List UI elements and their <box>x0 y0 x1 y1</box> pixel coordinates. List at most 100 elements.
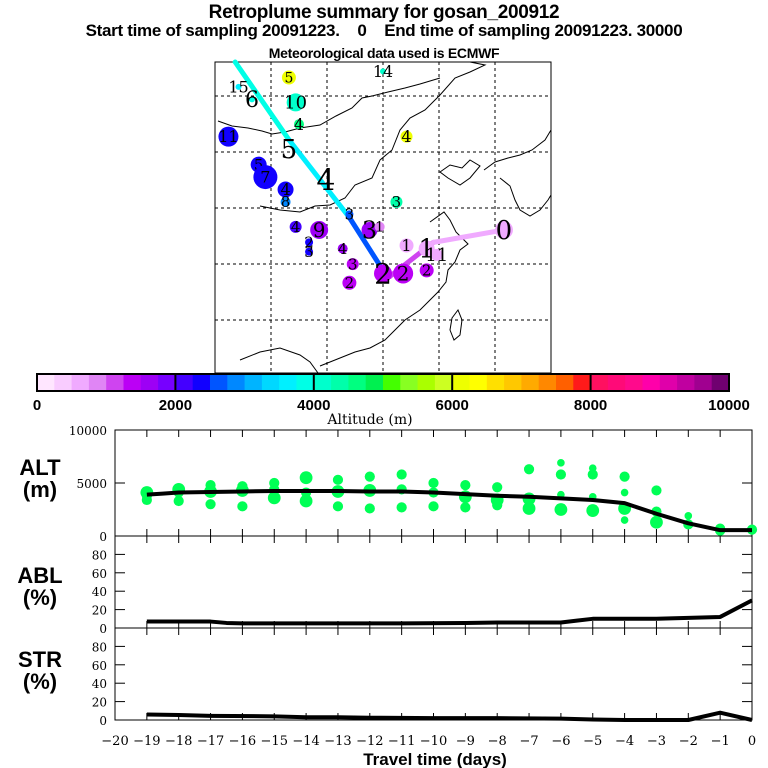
str-ytick-label: 40 <box>92 677 107 691</box>
cluster-label: 4 <box>291 218 301 236</box>
colorbar-cell <box>37 374 55 391</box>
cluster-marker <box>430 248 443 261</box>
abl-ytick-label: 20 <box>92 604 107 618</box>
alt-ytick-label: 10000 <box>69 424 107 438</box>
alt-scatter-point <box>332 474 344 485</box>
alt-scatter-point <box>619 471 630 482</box>
str-ytick-label: 80 <box>92 640 107 654</box>
colorbar-cell <box>106 374 124 391</box>
start-time-label: Start time of sampling 20091223. <box>85 21 340 40</box>
colorbar-cell <box>607 374 626 391</box>
cluster-marker <box>281 70 296 85</box>
cluster-marker <box>310 220 329 239</box>
cluster-marker <box>361 221 378 238</box>
cluster-label: 4 <box>316 164 335 199</box>
alt-scatter-point <box>205 499 216 510</box>
xtick-label: −19 <box>133 734 160 749</box>
cluster-label: 2 <box>304 234 314 252</box>
alt-scatter-point <box>620 488 629 497</box>
cluster-marker <box>337 243 348 254</box>
cluster-marker <box>399 238 414 253</box>
abl-ytick-label: 40 <box>92 585 107 599</box>
colorbar-cell <box>556 374 574 391</box>
xtick-label: −15 <box>261 734 288 749</box>
cluster-marker <box>374 221 385 232</box>
chart-title: Retroplume summary for gosan_200912 <box>208 2 560 23</box>
colorbar-cell <box>140 374 159 391</box>
coastline-north <box>259 61 487 213</box>
cluster-marker <box>277 181 294 198</box>
cluster-label: 4 <box>280 180 290 199</box>
trajectory-segment <box>430 227 507 245</box>
cluster-label: 3 <box>348 255 358 273</box>
colorbar-cell <box>261 374 280 391</box>
coastline-korea <box>499 177 552 217</box>
cluster-label: 3 <box>362 216 377 244</box>
cluster-marker <box>235 83 242 90</box>
end-time-label: End time of sampling 20091223. 30000 <box>384 21 683 40</box>
xtick-label: −6 <box>551 734 570 749</box>
colorbar-cell <box>331 374 349 391</box>
cluster-label: 15 <box>228 77 248 96</box>
cluster-marker <box>305 238 314 247</box>
colorbar-cell <box>244 374 263 391</box>
cluster-label: 3 <box>392 193 402 211</box>
str-series-line <box>146 710 753 722</box>
xtick-label: −5 <box>583 734 602 749</box>
coastline-korea-north <box>483 129 552 171</box>
cluster-label: 5 <box>254 156 264 174</box>
colorbar-cell <box>400 374 419 391</box>
cluster-label: 7 <box>260 168 270 187</box>
xtick-label: −4 <box>615 734 634 749</box>
cluster-label: 0 <box>496 216 513 246</box>
xtick-label: −16 <box>229 734 256 749</box>
abl-label: ABL <box>17 563 63 588</box>
cluster-label: 1 <box>375 220 384 236</box>
xtick-label: −3 <box>647 734 666 749</box>
cluster-marker <box>346 258 359 271</box>
xtick-label: −14 <box>292 734 319 749</box>
cluster-label: 9 <box>313 218 326 242</box>
xtick-label: −2 <box>679 734 698 749</box>
colorbar-cell <box>210 374 228 391</box>
abl-panel: 0 20 40 60 80 <box>92 535 753 636</box>
cluster-label: 11 <box>218 127 238 146</box>
cluster-marker <box>248 96 255 103</box>
str-panel: 0 20 40 60 80 <box>92 627 753 728</box>
alt-scatter-point <box>396 469 407 480</box>
alt-scatter-point <box>267 491 281 505</box>
alt-ytick-label: 5000 <box>76 477 107 491</box>
cluster-label: 4 <box>338 240 348 258</box>
cluster-label: 6 <box>245 88 259 113</box>
cluster-marker <box>390 195 403 208</box>
cluster-label: 2 <box>422 262 432 280</box>
cluster-label: 2 <box>374 257 392 290</box>
alt-scatter-point <box>586 504 600 517</box>
alt-scatter-point <box>684 512 693 520</box>
xtick-label: −13 <box>324 734 351 749</box>
colorbar-cell <box>158 374 176 391</box>
xtick-label: −10 <box>420 734 447 749</box>
colorbar-tick-label: 8000 <box>574 397 607 414</box>
str-unit: (%) <box>22 669 58 694</box>
cluster-label: 1 <box>401 236 411 255</box>
coastlines <box>217 61 552 374</box>
str-ytick-label: 0 <box>99 714 107 728</box>
cluster-marker <box>345 210 354 219</box>
colorbar-cell <box>192 374 211 391</box>
alt-scatter-point <box>492 500 503 511</box>
str-label: STR <box>18 647 62 672</box>
cluster-marker <box>280 196 291 207</box>
cluster-label: 3 <box>345 206 355 224</box>
colorbar-cell <box>573 374 592 391</box>
colorbar-cell <box>71 374 90 391</box>
xtick-label: −12 <box>356 734 383 749</box>
xtick-label: −11 <box>388 734 415 749</box>
xtick-label: −9 <box>456 734 475 749</box>
cluster-marker <box>374 264 392 283</box>
cluster-label: 8 <box>281 193 291 211</box>
start-time-value: 0 <box>357 21 367 40</box>
trajectory-segment <box>346 215 386 273</box>
alt-scatter-point <box>523 464 535 475</box>
